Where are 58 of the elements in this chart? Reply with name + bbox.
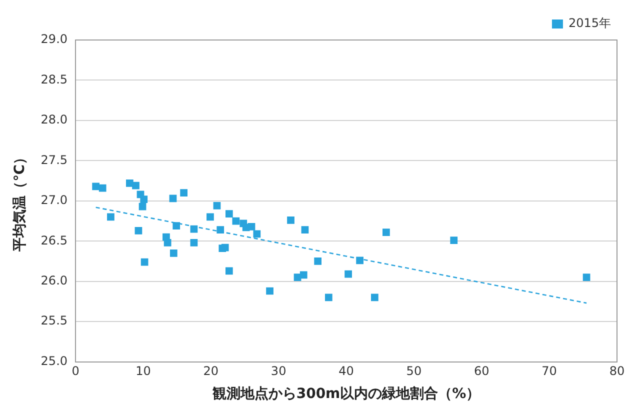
x-tick-label: 80 [609,364,625,378]
y-tick-label: 25.0 [40,354,68,368]
y-tick-label: 28.5 [40,72,68,86]
x-tick-label: 0 [72,364,80,378]
point [300,271,308,279]
point [356,256,364,264]
point [132,182,140,190]
point [344,270,352,278]
point [232,217,240,225]
point [216,226,224,234]
point [140,196,148,203]
point [126,180,134,187]
y-tick-label: 27.5 [40,152,68,167]
y-tick-label: 25.5 [40,314,68,328]
y-tick-label: 28.0 [40,112,68,127]
point [190,239,198,246]
x-tick-label: 50 [406,364,422,378]
y-tick-label: 29.0 [40,32,68,46]
x-tick-label: 70 [542,364,557,378]
point [98,184,106,192]
y-axis-title: 平均気温（℃） [12,150,28,252]
point [213,202,221,210]
y-tick-label: 27.0 [40,193,68,208]
legend-label: 2015年 [568,16,612,30]
point [225,267,233,275]
point [324,294,332,302]
x-tick-label: 60 [474,364,490,378]
x-tick-label: 30 [270,364,286,378]
point [248,222,256,230]
point [164,239,172,246]
x-tick-label: 20 [203,364,219,378]
point [253,230,261,238]
point [287,216,294,224]
point [134,226,142,234]
point [140,258,148,266]
point [266,287,274,295]
y-tick-label: 26.0 [40,273,68,288]
point [107,213,114,221]
point [301,226,309,234]
point [382,228,390,236]
point [138,202,146,210]
y-tick-label: 26.5 [40,233,68,248]
point [92,182,100,190]
point [170,250,178,257]
point [206,213,214,221]
point [169,194,177,202]
x-tick-label: 10 [136,364,151,378]
point [314,258,322,265]
point [190,225,198,233]
x-axis-title: 観測地点から300m以内の緑地割合（%） [211,385,480,402]
point [450,236,458,244]
point [225,210,233,218]
point [371,294,378,302]
point [180,189,188,197]
x-tick-label: 40 [338,364,354,378]
point [221,244,229,252]
point [172,222,180,230]
point [582,274,590,282]
